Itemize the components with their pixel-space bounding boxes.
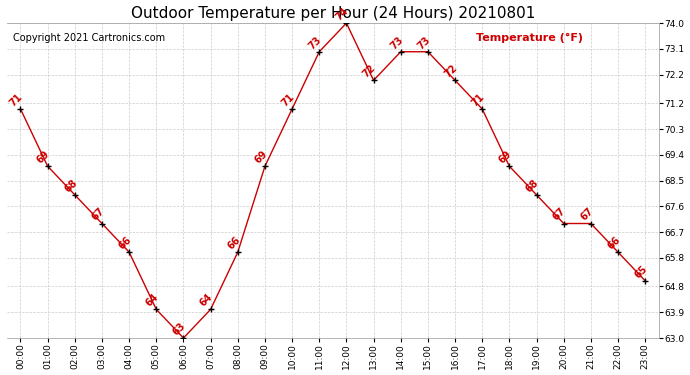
Text: 67: 67 <box>551 206 568 223</box>
Text: Temperature (°F): Temperature (°F) <box>476 33 583 43</box>
Text: 71: 71 <box>8 92 25 108</box>
Text: 63: 63 <box>171 321 188 337</box>
Text: 68: 68 <box>524 177 541 194</box>
Text: 68: 68 <box>62 177 79 194</box>
Text: 72: 72 <box>442 63 459 80</box>
Text: 74: 74 <box>334 6 351 22</box>
Text: Copyright 2021 Cartronics.com: Copyright 2021 Cartronics.com <box>13 33 166 42</box>
Text: 67: 67 <box>90 206 106 223</box>
Text: 66: 66 <box>606 235 622 251</box>
Text: 69: 69 <box>35 149 52 165</box>
Title: Outdoor Temperature per Hour (24 Hours) 20210801: Outdoor Temperature per Hour (24 Hours) … <box>130 6 535 21</box>
Text: 73: 73 <box>307 34 324 51</box>
Text: 71: 71 <box>470 92 486 108</box>
Text: 66: 66 <box>117 235 133 251</box>
Text: 71: 71 <box>279 92 296 108</box>
Text: 69: 69 <box>253 149 269 165</box>
Text: 67: 67 <box>578 206 595 223</box>
Text: 73: 73 <box>388 34 405 51</box>
Text: 64: 64 <box>198 292 215 309</box>
Text: 73: 73 <box>415 34 432 51</box>
Text: 69: 69 <box>497 149 513 165</box>
Text: 72: 72 <box>361 63 377 80</box>
Text: 66: 66 <box>225 235 242 251</box>
Text: 65: 65 <box>633 263 649 280</box>
Text: 64: 64 <box>144 292 160 309</box>
